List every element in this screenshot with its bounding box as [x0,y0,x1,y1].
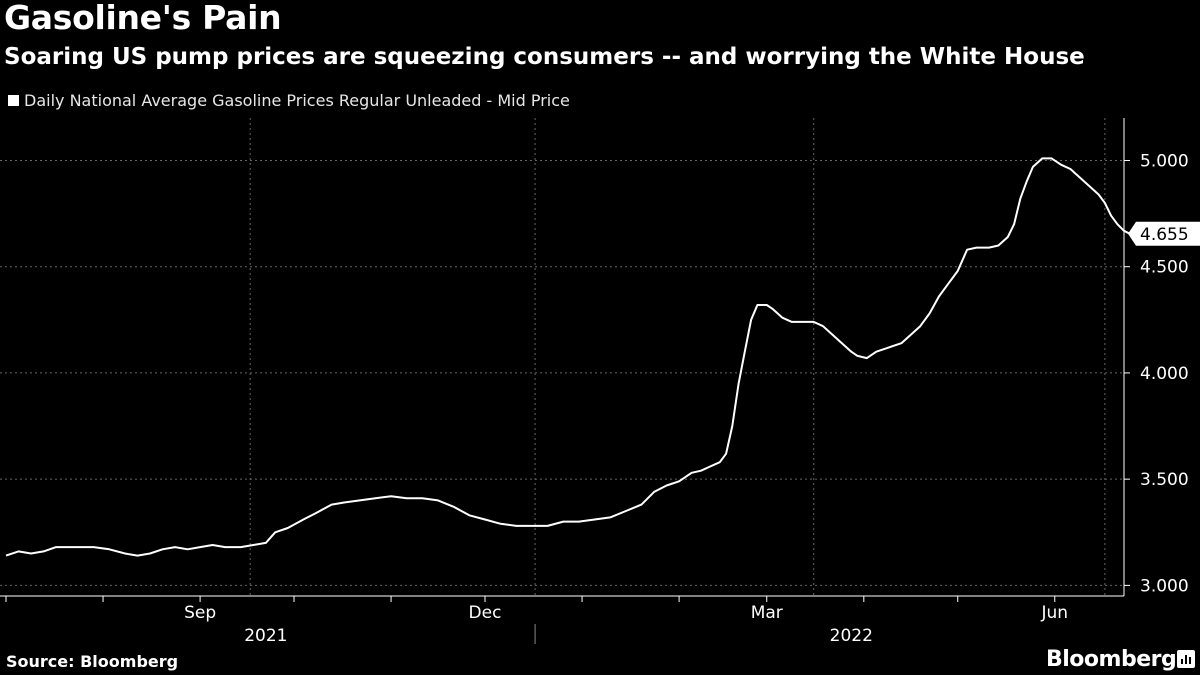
y-tick-label: 4.000 [1140,364,1189,384]
chart-title: Gasoline's Pain [4,0,282,37]
year-label: 2022 [830,626,873,646]
x-tick-label: Dec [469,603,502,623]
x-tick-label: Sep [184,603,216,623]
year-label: 2021 [244,626,287,646]
legend: Daily National Average Gasoline Prices R… [8,91,570,110]
series-line [5,157,1131,557]
x-tick-label: Mar [751,603,783,623]
legend-label: Daily National Average Gasoline Prices R… [24,91,570,110]
y-tick-label: 3.000 [1140,576,1189,596]
terminal-icon [1177,650,1195,668]
y-tick-label: 4.500 [1140,258,1189,278]
chart-subtitle: Soaring US pump prices are squeezing con… [4,44,1085,70]
last-value-label: 4.655 [1140,225,1189,245]
last-value-tag [1128,221,1200,246]
source-note: Source: Bloomberg [6,652,179,671]
brand-logo: Bloomberg [1046,647,1177,672]
x-tick-label: Jun [1040,603,1068,623]
y-tick-label: 5.000 [1140,151,1189,171]
y-tick-label: 3.500 [1140,470,1189,490]
legend-swatch [8,95,19,106]
